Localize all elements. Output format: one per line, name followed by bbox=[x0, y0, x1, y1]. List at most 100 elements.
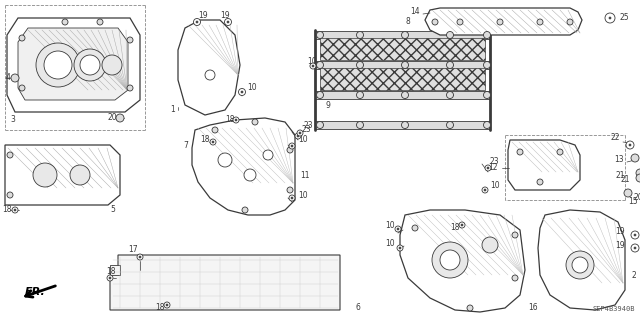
Circle shape bbox=[312, 65, 314, 67]
Circle shape bbox=[227, 21, 229, 23]
Circle shape bbox=[432, 19, 438, 25]
Circle shape bbox=[109, 277, 111, 279]
Circle shape bbox=[166, 304, 168, 306]
Text: 18: 18 bbox=[155, 303, 164, 313]
Circle shape bbox=[97, 19, 103, 25]
Circle shape bbox=[624, 189, 632, 197]
Text: 7: 7 bbox=[183, 140, 188, 150]
Circle shape bbox=[636, 174, 640, 182]
Circle shape bbox=[631, 231, 639, 239]
Circle shape bbox=[44, 51, 72, 79]
Polygon shape bbox=[7, 18, 140, 112]
Text: 1: 1 bbox=[170, 106, 175, 115]
Circle shape bbox=[289, 143, 295, 149]
Polygon shape bbox=[425, 8, 582, 35]
Text: 18: 18 bbox=[2, 205, 12, 214]
Circle shape bbox=[317, 92, 323, 99]
Circle shape bbox=[537, 19, 543, 25]
Circle shape bbox=[19, 85, 25, 91]
Polygon shape bbox=[178, 20, 240, 115]
Circle shape bbox=[252, 119, 258, 125]
Circle shape bbox=[11, 74, 19, 82]
Circle shape bbox=[634, 234, 636, 236]
Text: 10: 10 bbox=[307, 57, 317, 66]
Text: 17: 17 bbox=[128, 246, 138, 255]
Circle shape bbox=[537, 179, 543, 185]
Text: 5: 5 bbox=[110, 205, 115, 214]
Circle shape bbox=[205, 70, 215, 80]
Text: 10: 10 bbox=[385, 239, 395, 248]
Text: 10: 10 bbox=[298, 190, 308, 199]
Text: 18: 18 bbox=[225, 115, 234, 124]
Circle shape bbox=[19, 35, 25, 41]
Polygon shape bbox=[110, 255, 340, 310]
Circle shape bbox=[482, 237, 498, 253]
Circle shape bbox=[356, 92, 364, 99]
Polygon shape bbox=[110, 265, 120, 275]
Circle shape bbox=[295, 133, 301, 139]
Circle shape bbox=[397, 228, 399, 230]
Circle shape bbox=[631, 244, 639, 252]
Polygon shape bbox=[18, 28, 128, 100]
Circle shape bbox=[127, 37, 133, 43]
Circle shape bbox=[107, 275, 113, 281]
Circle shape bbox=[401, 92, 408, 99]
Polygon shape bbox=[400, 210, 525, 312]
Text: 10: 10 bbox=[385, 220, 395, 229]
Circle shape bbox=[317, 62, 323, 69]
Circle shape bbox=[432, 242, 468, 278]
Circle shape bbox=[467, 305, 473, 311]
Text: FR.: FR. bbox=[24, 287, 45, 297]
Text: 3: 3 bbox=[10, 115, 15, 124]
Circle shape bbox=[457, 19, 463, 25]
Text: 9: 9 bbox=[325, 100, 330, 109]
Polygon shape bbox=[5, 145, 120, 205]
Circle shape bbox=[74, 49, 106, 81]
Text: 20: 20 bbox=[108, 114, 118, 122]
Text: 15: 15 bbox=[628, 197, 637, 206]
Circle shape bbox=[193, 19, 200, 26]
Circle shape bbox=[567, 19, 573, 25]
Circle shape bbox=[239, 88, 246, 95]
Circle shape bbox=[212, 127, 218, 133]
Text: 19: 19 bbox=[198, 11, 207, 19]
Circle shape bbox=[483, 122, 490, 129]
Text: 10: 10 bbox=[490, 181, 500, 189]
Polygon shape bbox=[315, 91, 490, 99]
Circle shape bbox=[212, 141, 214, 143]
Text: 18: 18 bbox=[106, 268, 116, 277]
Circle shape bbox=[483, 32, 490, 39]
Text: 21: 21 bbox=[621, 175, 630, 184]
Circle shape bbox=[289, 195, 295, 201]
Circle shape bbox=[263, 150, 273, 160]
Circle shape bbox=[356, 32, 364, 39]
Polygon shape bbox=[192, 118, 295, 215]
Circle shape bbox=[139, 256, 141, 258]
Circle shape bbox=[485, 165, 491, 171]
Circle shape bbox=[483, 92, 490, 99]
Circle shape bbox=[399, 247, 401, 249]
Circle shape bbox=[291, 197, 293, 199]
Circle shape bbox=[233, 117, 239, 123]
Circle shape bbox=[631, 154, 639, 162]
Circle shape bbox=[609, 17, 611, 19]
Circle shape bbox=[242, 207, 248, 213]
Circle shape bbox=[487, 167, 489, 169]
Circle shape bbox=[461, 224, 463, 226]
Circle shape bbox=[634, 247, 636, 249]
Circle shape bbox=[440, 250, 460, 270]
Circle shape bbox=[401, 32, 408, 39]
Circle shape bbox=[287, 187, 293, 193]
Text: 10: 10 bbox=[247, 84, 257, 93]
Text: 19: 19 bbox=[220, 11, 230, 19]
Circle shape bbox=[605, 13, 615, 23]
Circle shape bbox=[356, 62, 364, 69]
Text: 4: 4 bbox=[6, 73, 11, 83]
Circle shape bbox=[116, 114, 124, 122]
Circle shape bbox=[447, 122, 454, 129]
Circle shape bbox=[512, 232, 518, 238]
Text: 8: 8 bbox=[405, 18, 410, 26]
Text: 18: 18 bbox=[200, 136, 209, 145]
Circle shape bbox=[244, 169, 256, 181]
Text: 16: 16 bbox=[528, 303, 538, 313]
